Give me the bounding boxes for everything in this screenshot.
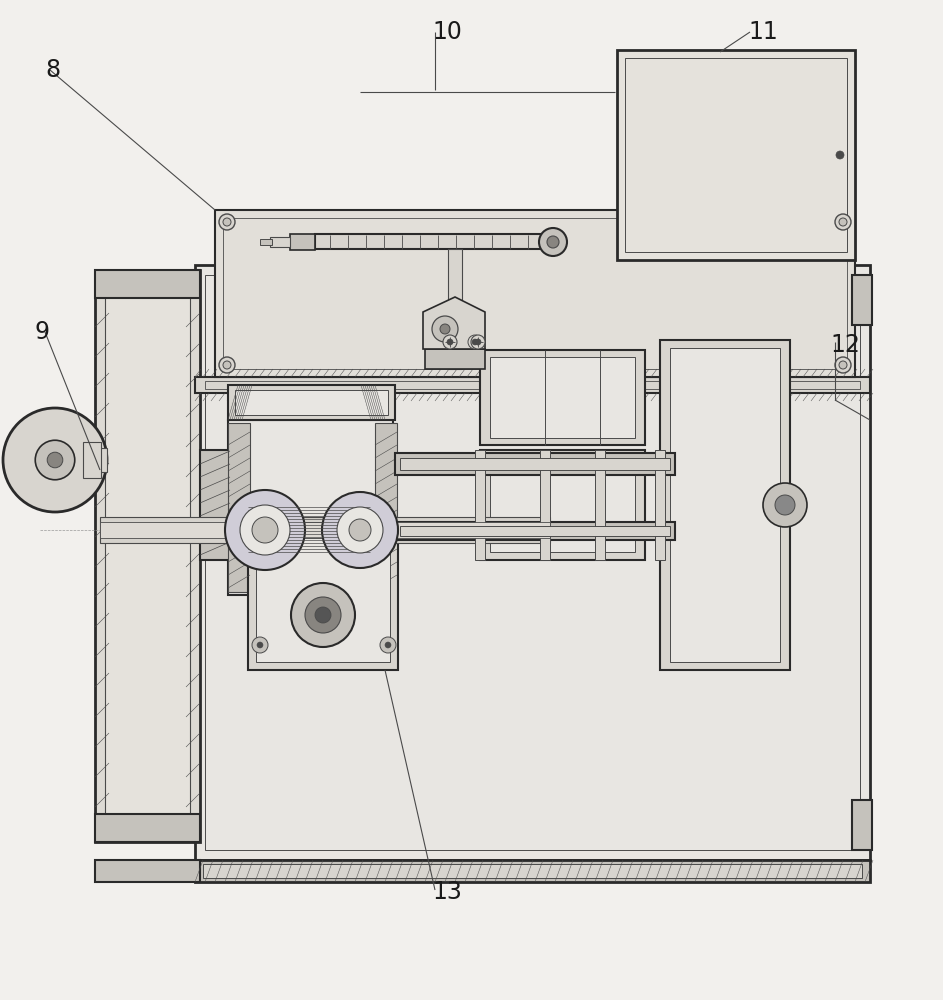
Bar [228, 385, 395, 420]
Circle shape [836, 151, 844, 159]
Bar [660, 340, 790, 670]
Bar [395, 453, 675, 475]
Bar [475, 450, 485, 560]
Circle shape [240, 505, 290, 555]
Bar [95, 860, 200, 882]
Circle shape [539, 228, 567, 256]
Circle shape [315, 607, 331, 623]
Bar [95, 814, 200, 842]
Circle shape [380, 637, 396, 653]
Circle shape [291, 583, 355, 647]
Bar [203, 864, 862, 878]
Bar [228, 423, 250, 592]
Circle shape [447, 339, 453, 345]
Bar [480, 350, 645, 445]
Bar [670, 348, 780, 662]
Circle shape [763, 483, 807, 527]
Bar [95, 270, 200, 298]
Bar [100, 448, 107, 472]
Bar [480, 450, 645, 560]
Bar [100, 517, 550, 543]
Circle shape [443, 335, 457, 349]
Circle shape [472, 339, 478, 345]
Bar [540, 450, 550, 560]
Bar [655, 450, 665, 560]
Circle shape [839, 218, 847, 226]
Circle shape [47, 452, 63, 468]
Bar [852, 800, 872, 850]
Bar [400, 526, 670, 536]
Bar [617, 50, 855, 260]
Text: 9: 9 [35, 320, 50, 344]
Bar [105, 295, 190, 817]
Text: 11: 11 [748, 20, 778, 44]
Circle shape [3, 408, 107, 512]
Bar [248, 530, 398, 670]
Circle shape [440, 324, 450, 334]
Circle shape [475, 339, 481, 345]
Circle shape [225, 490, 305, 570]
Bar [228, 420, 393, 595]
Circle shape [252, 637, 268, 653]
Bar [83, 442, 101, 478]
Bar [595, 450, 605, 560]
Circle shape [839, 361, 847, 369]
Circle shape [35, 440, 74, 480]
Circle shape [322, 492, 398, 568]
Bar [195, 860, 870, 882]
Bar [290, 234, 315, 250]
Polygon shape [423, 297, 485, 349]
Circle shape [432, 316, 458, 342]
Bar [95, 270, 200, 842]
Bar [235, 390, 388, 415]
Circle shape [257, 642, 263, 648]
Circle shape [471, 335, 485, 349]
Bar [100, 522, 550, 538]
Bar [260, 239, 272, 245]
Bar [223, 218, 847, 369]
Circle shape [252, 517, 278, 543]
Text: 8: 8 [45, 58, 60, 82]
Bar [490, 357, 635, 438]
Circle shape [468, 335, 482, 349]
Bar [425, 349, 485, 369]
Circle shape [337, 507, 383, 553]
Circle shape [219, 214, 235, 230]
Bar [395, 522, 675, 540]
Circle shape [835, 357, 851, 373]
Circle shape [219, 357, 235, 373]
Bar [256, 538, 390, 662]
Text: 12: 12 [830, 333, 860, 357]
Circle shape [305, 597, 341, 633]
Circle shape [835, 214, 851, 230]
Bar [215, 210, 855, 377]
Bar [205, 275, 860, 850]
Bar [205, 381, 860, 389]
Bar [200, 450, 230, 560]
Circle shape [775, 495, 795, 515]
Bar [315, 234, 545, 249]
Bar [195, 265, 870, 860]
Circle shape [223, 218, 231, 226]
Circle shape [223, 361, 231, 369]
Text: 13: 13 [432, 880, 462, 904]
Bar [852, 275, 872, 325]
Bar [400, 458, 670, 470]
Circle shape [385, 642, 391, 648]
Text: 10: 10 [432, 20, 462, 44]
Bar [448, 249, 462, 369]
Bar [490, 458, 635, 552]
Circle shape [349, 519, 371, 541]
Bar [375, 423, 397, 592]
Bar [195, 377, 870, 393]
Bar [625, 58, 847, 252]
Bar [270, 237, 290, 247]
Circle shape [547, 236, 559, 248]
